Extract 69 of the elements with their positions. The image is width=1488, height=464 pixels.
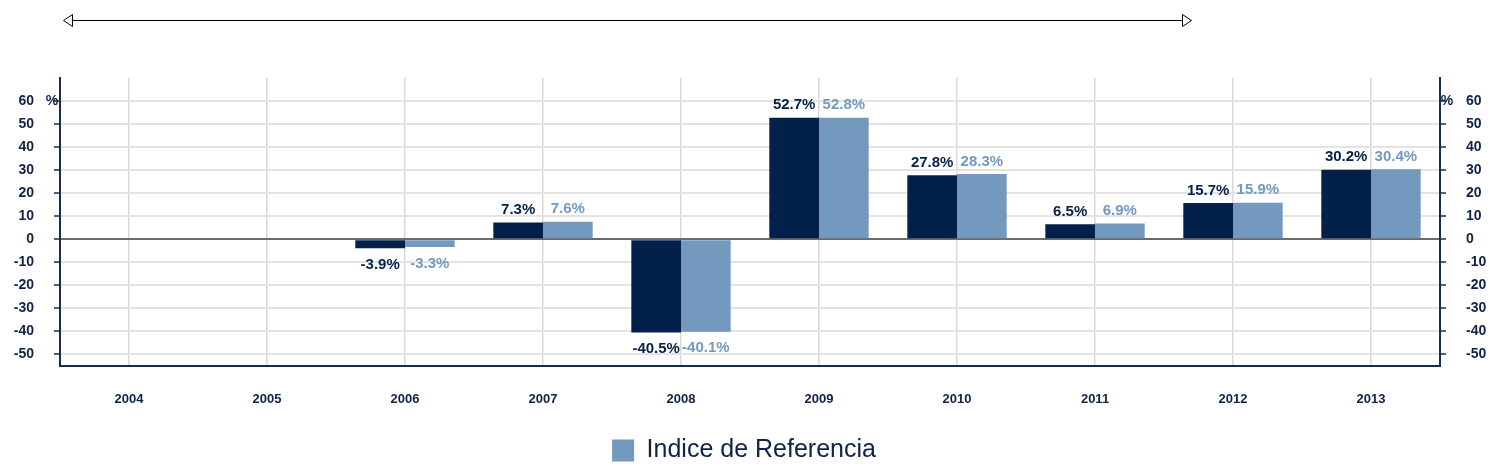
y-tick-label: 60 — [18, 91, 35, 108]
data-label: 30.4% — [1374, 146, 1418, 164]
y2-tick-label: 10 — [1466, 207, 1482, 224]
x-tick-label: 2004 — [114, 391, 145, 407]
bar — [631, 240, 681, 333]
bar — [355, 240, 405, 249]
bar — [1371, 169, 1421, 239]
data-label: 52.7% — [772, 95, 816, 113]
y-tick-label: 10 — [18, 207, 35, 224]
x-tick-label: 2006 — [390, 391, 420, 407]
data-label: 15.7% — [1186, 180, 1230, 198]
bar — [681, 240, 731, 332]
y2-tick-label: -20 — [1466, 276, 1487, 293]
y2-tick-label: 30 — [1466, 161, 1482, 178]
y2-tick-label: -10 — [1466, 253, 1487, 270]
y-tick-label: 40 — [18, 137, 35, 154]
bar — [405, 240, 455, 247]
data-label: -40.5% — [632, 339, 680, 357]
x-tick-label: 2010 — [942, 391, 972, 407]
data-label: 52.8% — [822, 95, 866, 113]
data-label: 6.5% — [1053, 201, 1088, 219]
bar — [1321, 169, 1371, 239]
data-label: 27.8% — [910, 152, 954, 170]
legend-label: Indice de Referencia — [646, 434, 876, 463]
y2-tick-label: 20 — [1466, 184, 1482, 201]
data-label: 15.9% — [1236, 180, 1280, 198]
x-tick-label: 2007 — [528, 391, 558, 407]
y2-tick-label: -40 — [1466, 322, 1487, 339]
y2-tick-label: 0 — [1466, 230, 1474, 247]
y2-axis-title: % — [1440, 91, 1454, 108]
y-tick-label: -20 — [13, 276, 35, 293]
x-tick-label: 2008 — [666, 391, 696, 407]
data-label: -3.3% — [410, 253, 450, 271]
x-tick-label: 2013 — [1356, 391, 1386, 407]
x-tick-label: 2012 — [1218, 391, 1248, 407]
y-tick-label: -50 — [13, 345, 35, 362]
data-label: 28.3% — [960, 151, 1004, 169]
bar — [819, 117, 869, 239]
data-label: 7.3% — [501, 200, 536, 218]
y-tick-label: 50 — [18, 114, 35, 131]
y-tick-label: 0 — [26, 230, 35, 247]
y-tick-label: -40 — [13, 322, 35, 339]
data-label: 30.2% — [1324, 147, 1368, 165]
x-tick-label: 2009 — [804, 391, 834, 407]
x-tick-label: 2011 — [1080, 391, 1110, 407]
bar — [1095, 223, 1145, 239]
y2-tick-label: -30 — [1466, 299, 1487, 316]
y2-tick-label: -50 — [1466, 345, 1487, 362]
y2-tick-label: 40 — [1466, 137, 1482, 154]
y-tick-label: 20 — [18, 184, 35, 201]
bar — [769, 117, 819, 239]
bar — [907, 175, 957, 239]
y-tick-label: -30 — [13, 299, 35, 316]
bar — [1045, 224, 1095, 239]
x-tick-label: 2005 — [252, 391, 282, 407]
y-tick-label: 30 — [18, 161, 35, 178]
y2-tick-label: 60 — [1466, 91, 1482, 108]
data-label: -40.1% — [682, 338, 730, 356]
bar — [493, 222, 543, 239]
data-label: -3.9% — [360, 254, 400, 272]
bar — [543, 221, 593, 239]
y2-tick-label: 50 — [1466, 114, 1482, 131]
data-label: 6.9% — [1102, 201, 1137, 219]
bar — [957, 174, 1007, 239]
data-label: 7.6% — [550, 199, 585, 217]
y-tick-label: -10 — [13, 253, 35, 270]
bar — [1233, 202, 1283, 239]
bar — [1183, 203, 1233, 239]
y-axis-title: % — [45, 91, 59, 108]
